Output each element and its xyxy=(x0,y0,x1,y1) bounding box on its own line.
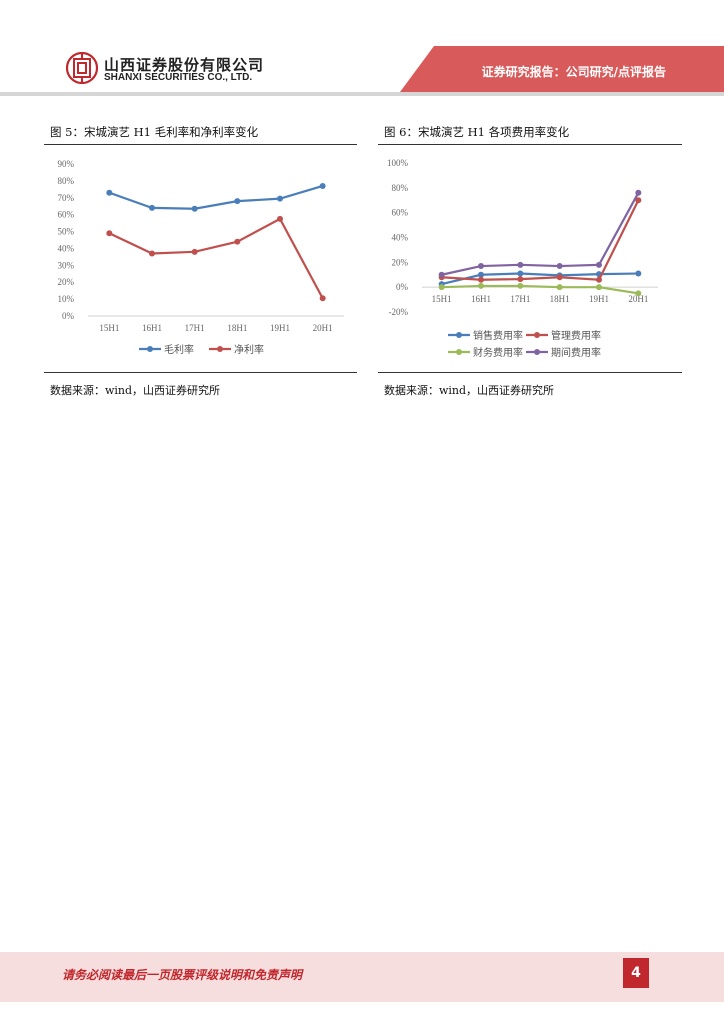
series-point xyxy=(106,189,113,196)
y-tick-label: 100% xyxy=(387,158,409,168)
x-tick-label: 16H1 xyxy=(471,294,491,304)
x-tick-label: 19H1 xyxy=(270,323,290,333)
figure-6-chart: -20% 0% 20% 40% 60% 80% 100% 15H1 16H1 17H1 18H1 19… xyxy=(387,158,658,359)
shanxi-securities-logo-icon xyxy=(66,52,98,84)
legend-marker xyxy=(217,346,223,352)
series-point xyxy=(191,205,198,212)
series-point xyxy=(149,250,155,257)
series-point xyxy=(478,276,484,283)
series-point xyxy=(478,263,484,270)
legend-marker xyxy=(456,332,462,338)
y-tick-label: 20% xyxy=(58,277,75,287)
series-line xyxy=(441,199,640,281)
report-type: 证券研究报告：公司研究/点评报告 xyxy=(481,65,666,79)
x-tick-label: 19H1 xyxy=(589,294,609,304)
series-point xyxy=(556,274,563,281)
figure-6-source: 数据来源：wind，山西证券研究所 xyxy=(384,384,555,397)
y-tick-label: 80% xyxy=(58,176,75,186)
series-point xyxy=(596,284,602,291)
series-line xyxy=(441,272,639,286)
x-tick-label: 20H1 xyxy=(313,323,333,333)
series-point xyxy=(234,238,241,245)
series-point xyxy=(438,271,445,278)
legend-label: 销售费用率 xyxy=(473,329,523,342)
y-tick-label: 40% xyxy=(392,233,409,243)
figure-5-bottom-rule xyxy=(44,372,357,373)
page-number: 4 xyxy=(623,958,649,988)
series-line xyxy=(108,217,324,299)
series-point xyxy=(277,215,283,222)
legend-marker xyxy=(456,349,462,355)
legend-marker xyxy=(534,332,540,338)
legend-label: 净利率 xyxy=(234,343,264,356)
series-point xyxy=(596,261,602,268)
y-tick-label: -20% xyxy=(389,307,409,317)
series-point xyxy=(556,284,563,291)
y-tick-label: 70% xyxy=(58,193,75,203)
y-tick-label: 50% xyxy=(58,227,75,237)
brand-name-en: SHANXI SECURITIES CO., LTD. xyxy=(104,72,253,83)
series-line xyxy=(108,184,323,210)
series-point xyxy=(556,263,563,270)
y-tick-label: 60% xyxy=(58,210,75,220)
series-point xyxy=(517,276,524,283)
x-tick-label: 20H1 xyxy=(628,294,648,304)
series-point xyxy=(438,284,445,291)
series-point xyxy=(319,295,326,302)
figure-5-source: 数据来源：wind，山西证券研究所 xyxy=(50,384,221,397)
y-tick-label: 10% xyxy=(58,294,75,304)
x-tick-label: 15H1 xyxy=(99,323,119,333)
x-tick-label: 18H1 xyxy=(227,323,247,333)
y-tick-label: 0% xyxy=(62,311,75,321)
series-point xyxy=(277,195,283,202)
series-point xyxy=(517,261,524,268)
page-footer xyxy=(0,952,724,1002)
figure-5-chart: 0% 10% 20% 30% 40% 50% 60% 70% 80% 90% 15H1 16H1 17H… xyxy=(58,159,344,356)
series-point xyxy=(106,230,113,237)
figure-5-top-rule xyxy=(44,144,357,145)
legend-marker xyxy=(147,346,153,352)
x-tick-label: 17H1 xyxy=(510,294,530,304)
y-tick-label: 60% xyxy=(392,208,409,218)
x-tick-label: 16H1 xyxy=(142,323,162,333)
series-point xyxy=(319,182,326,189)
series-point xyxy=(478,282,484,289)
figure-5-title: 图 5：宋城演艺 H1 毛利率和净利率变化 xyxy=(50,125,259,139)
legend-label: 财务费用率 xyxy=(473,346,523,359)
series-point xyxy=(149,204,155,211)
figure-6-title: 图 6：宋城演艺 H1 各项费用率变化 xyxy=(384,125,570,139)
legend-label: 期间费用率 xyxy=(551,346,601,359)
y-tick-label: 90% xyxy=(58,159,75,169)
figure-6-top-rule xyxy=(378,144,682,145)
y-tick-label: 30% xyxy=(58,260,75,270)
legend-label: 毛利率 xyxy=(164,343,194,356)
footer-disclaimer: 请务必阅读最后一页股票评级说明和免责声明 xyxy=(62,968,303,982)
header-band xyxy=(400,46,724,92)
x-tick-label: 17H1 xyxy=(185,323,205,333)
series-point xyxy=(635,197,642,204)
series-point xyxy=(478,271,484,278)
x-tick-label: 18H1 xyxy=(550,294,570,304)
series-line xyxy=(441,284,639,295)
header-divider xyxy=(0,92,724,96)
page-header: 山西证券股份有限公司 SHANXI SECURITIES CO., LTD. 证… xyxy=(0,0,724,100)
series-point xyxy=(234,198,241,205)
series-point xyxy=(635,189,642,196)
x-tick-label: 15H1 xyxy=(432,294,452,304)
series-point xyxy=(635,270,642,277)
series-point xyxy=(517,282,524,289)
series-point xyxy=(596,276,602,283)
y-tick-label: 20% xyxy=(392,257,409,267)
y-tick-label: 0% xyxy=(396,282,409,292)
y-tick-label: 80% xyxy=(392,183,409,193)
series-point xyxy=(191,248,198,255)
brand-name-cn: 山西证券股份有限公司 xyxy=(104,56,265,74)
figure-6-bottom-rule xyxy=(378,372,682,373)
legend-label: 管理费用率 xyxy=(551,329,601,342)
series-point xyxy=(635,290,642,297)
series-point xyxy=(517,270,524,277)
legend-marker xyxy=(534,349,540,355)
y-tick-label: 40% xyxy=(58,243,75,253)
series-line xyxy=(441,192,640,276)
